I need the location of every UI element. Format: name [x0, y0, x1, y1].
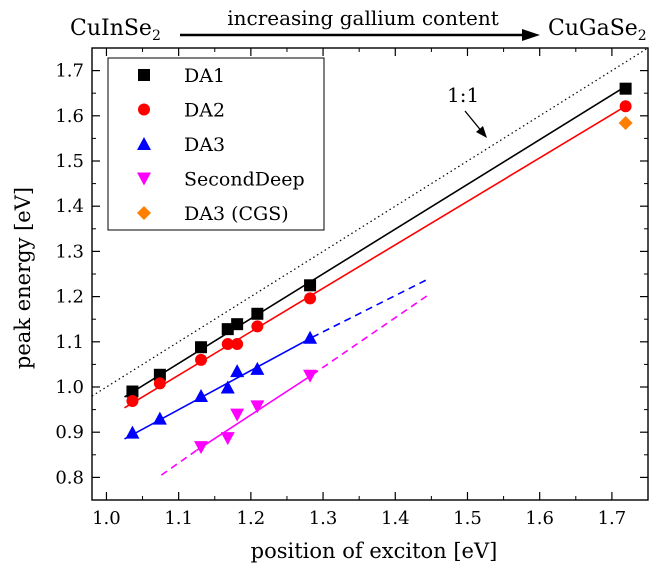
- data-point-da3: [220, 380, 235, 394]
- legend-label-da2: DA2: [184, 100, 225, 122]
- annotation-arrow-head: [522, 29, 540, 41]
- legend-marker-seconddeep: [137, 172, 151, 186]
- y-tick-label: 0.9: [55, 422, 84, 443]
- extrapolation-line-seconddeep: [160, 449, 198, 476]
- reference-line-annotation: 1:1: [447, 83, 487, 138]
- data-point-da2: [126, 395, 139, 408]
- y-tick-label: 1.1: [55, 332, 84, 353]
- extrapolation-line-seconddeep: [311, 293, 430, 376]
- x-tick-label: 1.5: [453, 508, 482, 529]
- data-point-da1: [251, 307, 264, 320]
- y-tick-label: 0.8: [55, 467, 84, 488]
- annotation-middle: increasing gallium content: [227, 6, 499, 30]
- x-tick-label: 1.2: [237, 508, 266, 529]
- data-point-da3: [194, 389, 209, 403]
- legend-marker-da2: [138, 103, 150, 116]
- data-point-da1: [126, 385, 139, 398]
- data-point-da1: [304, 279, 317, 292]
- data-point-da1: [231, 318, 244, 331]
- data-point-da2: [153, 377, 166, 390]
- legend-label-da1: DA1: [184, 65, 225, 87]
- data-point-seconddeep: [230, 408, 245, 422]
- data-point-da1: [153, 368, 166, 381]
- data-point-da3-cgs: [618, 116, 633, 131]
- y-axis-label: peak energy [eV]: [11, 187, 35, 369]
- x-tick-label: 1.1: [164, 508, 193, 529]
- x-axis-label: position of exciton [eV]: [251, 539, 498, 563]
- data-point-seconddeep: [220, 432, 235, 446]
- y-tick-label: 1.7: [55, 61, 84, 82]
- y-tick-label: 1.3: [55, 241, 84, 262]
- extrapolation-line-da3: [311, 277, 430, 338]
- legend-label-da3-cgs: DA3 (CGS): [184, 203, 289, 225]
- x-tick-label: 1.4: [381, 508, 410, 529]
- data-point-da3: [230, 364, 245, 378]
- fit-line-da1: [124, 83, 631, 398]
- reference-line-1-to-1: [92, 48, 648, 397]
- legend-label-seconddeep: SecondDeep: [184, 169, 305, 191]
- data-points: [125, 82, 633, 455]
- fit-line-da2: [124, 102, 631, 409]
- legend-marker-da1: [138, 69, 150, 81]
- reference-line-pointer-head: [476, 126, 487, 138]
- legend-marker-da3-cgs: [137, 206, 151, 220]
- legend: DA1 DA2 DA3 SecondDeep DA3 (CGS): [107, 57, 325, 231]
- data-point-da2: [231, 338, 244, 351]
- data-point-da1: [221, 323, 234, 336]
- data-point-da3: [250, 361, 265, 375]
- x-tick-label: 1.7: [598, 508, 627, 529]
- data-point-da3: [303, 330, 318, 344]
- y-tick-label: 1.2: [55, 287, 84, 308]
- x-tick-label: 1.0: [92, 508, 121, 529]
- y-tick-label: 1.5: [55, 151, 84, 172]
- legend-marker-da3: [137, 137, 151, 150]
- y-tick-label: 1.4: [55, 196, 84, 217]
- annotation-left: CuInSe2: [70, 16, 161, 44]
- data-point-da2: [251, 320, 264, 333]
- y-tick-label: 1.6: [55, 106, 84, 127]
- data-point-da2: [195, 353, 208, 366]
- axis-ticks: 1.0 1.1 1.2 1.3 1.4 1.5 1.6 1.7 0.8 0.9 1.0 1.1 1.2 1…: [55, 48, 648, 529]
- data-point-da2: [304, 292, 317, 305]
- fit-line-seconddeep: [196, 374, 313, 451]
- data-point-seconddeep: [303, 369, 318, 383]
- reference-line-label: 1:1: [447, 83, 479, 107]
- data-point-da2: [619, 100, 632, 113]
- y-tick-label: 1.0: [55, 377, 84, 398]
- data-point-da1: [195, 341, 208, 354]
- fit-line-da3: [124, 336, 313, 440]
- x-tick-label: 1.6: [525, 508, 554, 529]
- legend-label-da3: DA3: [184, 134, 225, 156]
- annotation-right: CuGaSe2: [548, 16, 647, 44]
- data-point-seconddeep: [250, 400, 265, 414]
- data-point-da1: [619, 82, 632, 95]
- data-point-da3: [152, 411, 167, 425]
- x-tick-label: 1.3: [309, 508, 338, 529]
- data-point-da2: [221, 338, 234, 351]
- data-point-seconddeep: [194, 441, 209, 455]
- top-annotation: CuInSe2 increasing gallium content CuGaS…: [70, 6, 647, 44]
- data-point-da3: [125, 425, 140, 439]
